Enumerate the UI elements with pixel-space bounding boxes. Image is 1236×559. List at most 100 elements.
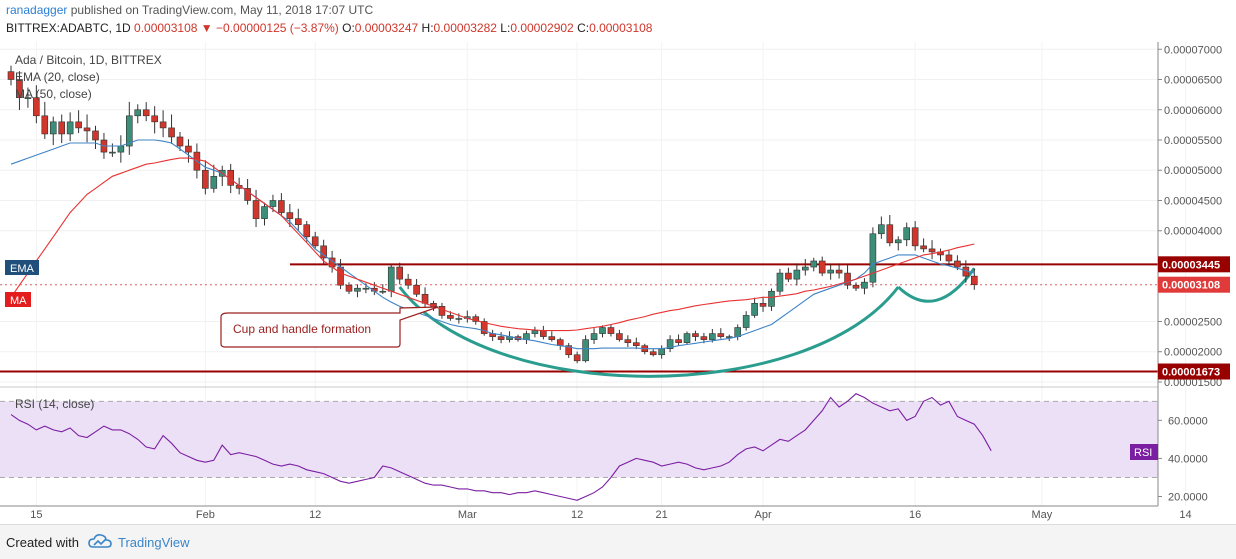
publish-info: ranadagger published on TradingView.com,… [6,3,373,17]
candle-down [565,345,573,356]
high-value: 0.00003282 [433,21,497,35]
candle-down [286,212,294,219]
rsi-badge: RSI [1130,444,1158,460]
last-price-badge-bg [1158,276,1230,293]
ema-badge: EMA [5,260,39,275]
tradingview-brand-link[interactable]: TradingView [118,535,190,550]
ma-badge-text: MA [10,295,27,307]
candle-up [751,303,758,316]
candle-down [692,333,699,337]
ma-badge: MA [5,292,31,307]
candle-up [801,266,809,271]
footer: Created with TradingView [0,524,1236,559]
rsi-tick-label: 20.0000 [1168,491,1208,503]
candle-down [294,218,302,225]
symbol-label: BITTREX:ADABTC, 1D [6,21,131,35]
resistance-price-text: 0.00003445 [1162,259,1220,271]
candle-down [616,333,623,340]
candle-down [421,293,429,304]
rsi-badge-text: RSI [1134,447,1152,459]
candle-down [954,260,961,268]
candle-up [261,206,268,219]
ma-line [10,157,975,332]
candle-down [92,130,99,141]
candle-down [945,254,953,262]
time-tick-label: Apr [754,509,771,521]
close-value: 0.00003108 [589,21,653,35]
price-tick-label: 0.00004000 [1164,226,1222,238]
candle-up [354,287,361,292]
candle-up [810,260,818,268]
ema-badge-text: EMA [10,263,35,275]
candle-down [438,306,446,316]
candle-up [362,287,370,290]
time-tick-label: 14 [1179,509,1191,521]
candle-up [658,348,665,356]
candle-down [176,136,184,147]
candle-down [185,145,192,153]
candle-up [455,318,463,320]
rsi-band [0,401,1158,478]
time-tick-label: 21 [656,509,668,521]
close-label: C: [577,21,590,35]
created-with-label: Created with [6,535,79,550]
price-tick-label: 0.00006000 [1164,105,1222,117]
candle-down [632,342,640,346]
candle-down [886,224,894,244]
price-tick-label: 0.00002500 [1164,316,1222,328]
candle-up [24,97,32,99]
cup-curve[interactable] [398,286,900,378]
candle-down [472,316,480,322]
price-tick-label: 0.00004500 [1164,195,1222,207]
legend-title: Ada / Bitcoin, 1D, BITTREX [15,53,162,67]
candle-down [396,266,404,280]
candle-up [582,339,589,362]
candle-up [742,315,750,328]
down-arrow-icon: ▼ [200,21,213,35]
tradingview-cloud-icon [88,534,112,548]
candle-down [911,227,919,247]
candle-up [269,200,277,207]
last-price-text: 0.00003108 [1162,280,1220,292]
candle-down [337,266,344,286]
candle-down [497,336,505,340]
candle-up [827,269,834,274]
rsi-tick-label: 60.0000 [1168,415,1208,427]
candle-up [894,239,902,244]
price-tick-label: 0.00005000 [1164,165,1222,177]
annotation-text: Cup and handle formation [233,322,371,336]
chart-canvas[interactable]: 0.00007000 0.00006500 0.00006000 0.00005500… [0,0,1236,524]
candle-down [852,284,860,289]
candle-down [480,321,488,334]
candle-down [33,97,40,117]
annotation-callout[interactable]: Cup and handle formation [220,306,439,348]
candle-down [244,188,251,201]
candle-down [303,224,311,238]
candle-down [835,269,843,274]
candle-up [210,175,218,189]
candle-down [675,339,682,343]
candle-up [523,333,530,340]
low-label: L: [500,21,511,35]
candle-down [649,351,657,356]
candle-down [970,275,978,286]
candle-up [117,145,125,153]
high-label: H: [421,21,434,35]
candle-up [776,272,784,292]
candle-down [311,236,319,247]
candle-down [7,71,15,80]
candle-up [126,115,133,147]
resistance-price-badge: 0.00003445 [1158,256,1230,273]
last-value: 0.00003108 [134,21,198,35]
candle-down [785,272,792,280]
candle-down [16,79,23,98]
candle-down [320,245,327,259]
support-price-badge: 0.00001673 [1158,363,1230,380]
author-link[interactable]: ranadagger [6,3,68,17]
ma-badge-bg [5,292,31,307]
publish-text: published on TradingView.com, May 11, 20… [70,3,374,17]
ohlc-header: BITTREX:ADABTC, 1D 0.00003108 ▼ −0.00000… [6,21,652,35]
time-tick-label: May [1032,509,1053,521]
candle-down [447,315,454,319]
candle-down [58,121,66,135]
